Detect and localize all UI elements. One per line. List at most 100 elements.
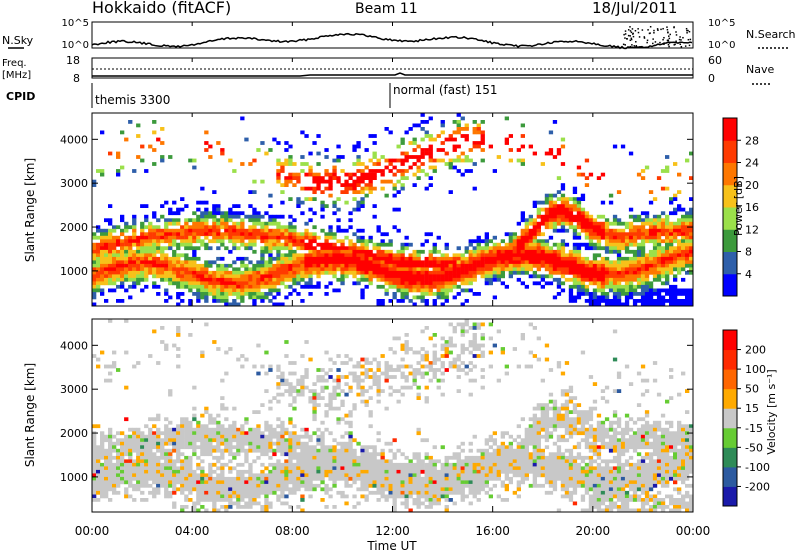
- power-cell: [412, 281, 417, 286]
- power-cell: [168, 207, 173, 212]
- power-cell: [604, 256, 610, 261]
- power-cell: [604, 225, 610, 230]
- power-cell: [308, 292, 313, 296]
- power-cell: [348, 267, 353, 272]
- power-cell: [456, 130, 461, 135]
- velocity-cell: [384, 371, 389, 376]
- power-cell: [404, 263, 409, 268]
- power-cell: [216, 232, 221, 237]
- velocity-cell: [416, 469, 421, 474]
- power-cell: [532, 151, 537, 156]
- velocity-cell: [328, 368, 333, 372]
- power-cell: [316, 176, 321, 180]
- power-cell: [436, 158, 441, 163]
- power-cell: [152, 228, 157, 233]
- velocity-cell: [188, 473, 193, 478]
- power-cell: [272, 137, 277, 142]
- velocity-cell: [348, 455, 353, 460]
- power-cell: [640, 284, 646, 289]
- power-cell: [260, 221, 265, 226]
- power-cell: [268, 246, 273, 251]
- noise-search-point: [684, 45, 687, 47]
- power-cell: [248, 190, 253, 194]
- power-cell: [396, 288, 401, 293]
- power-cell: [268, 249, 273, 254]
- power-cell: [260, 295, 265, 300]
- power-cell: [600, 295, 606, 300]
- power-cell: [260, 253, 265, 258]
- power-cell: [596, 260, 602, 265]
- velocity-cell: [176, 480, 181, 485]
- power-cell: [156, 260, 161, 265]
- power-cell: [584, 214, 590, 219]
- velocity-cell: [364, 448, 369, 453]
- power-cell: [188, 225, 193, 230]
- velocity-cell: [212, 501, 217, 506]
- power-cell: [584, 183, 590, 187]
- velocity-cell: [300, 476, 305, 481]
- power-cell: [548, 221, 554, 226]
- velocity-cell: [396, 469, 401, 474]
- power-cell: [592, 263, 598, 268]
- power-cell: [492, 260, 497, 265]
- power-cell: [681, 225, 686, 230]
- power-cell: [384, 270, 389, 275]
- power-cell: [648, 190, 654, 194]
- power-cell: [312, 260, 317, 265]
- velocity-cell: [192, 448, 197, 453]
- power-cell: [312, 172, 317, 177]
- power-cell: [685, 228, 690, 233]
- power-cell: [608, 267, 614, 272]
- velocity-cell: [200, 434, 205, 439]
- velocity-cell: [332, 445, 337, 450]
- power-cell: [356, 200, 361, 205]
- power-cell: [636, 274, 642, 279]
- power-cell: [628, 239, 634, 244]
- power-cell: [580, 274, 586, 279]
- power-cell: [681, 253, 686, 258]
- power-cell: [552, 204, 558, 208]
- power-cell: [360, 176, 365, 180]
- power-cell: [212, 207, 217, 212]
- velocity-cell: [248, 438, 253, 443]
- velocity-cell: [320, 438, 325, 443]
- velocity-cell: [248, 466, 253, 471]
- power-cell: [100, 270, 105, 275]
- velocity-cell: [92, 424, 97, 429]
- velocity-cell: [284, 476, 289, 481]
- power-cell: [152, 148, 157, 152]
- power-cell: [673, 288, 678, 293]
- velocity-cell: [300, 445, 305, 450]
- velocity-cell: [356, 466, 361, 471]
- power-cell: [184, 218, 189, 223]
- power-cell: [244, 281, 249, 286]
- velocity-cell: [256, 490, 261, 495]
- velocity-cell: [272, 476, 277, 481]
- power-cell: [308, 274, 313, 279]
- velocity-cell: [232, 483, 237, 488]
- velocity-cell: [364, 357, 369, 362]
- power-cell: [344, 183, 349, 187]
- power-cell: [488, 270, 493, 275]
- noise-search-point: [685, 27, 688, 30]
- power-cell: [132, 267, 137, 272]
- power-cell: [104, 260, 109, 265]
- velocity-cell: [264, 483, 269, 488]
- power-cell: [280, 183, 285, 187]
- power-cell: [312, 176, 317, 180]
- velocity-cell: [220, 438, 225, 443]
- velocity-cell: [108, 438, 113, 443]
- power-cell: [380, 172, 385, 177]
- power-cell: [120, 256, 125, 261]
- power-cell: [480, 141, 485, 145]
- power-cell: [188, 263, 193, 268]
- power-cell: [184, 274, 189, 279]
- power-cell: [572, 207, 578, 212]
- power-cell: [368, 158, 373, 163]
- velocity-cell: [172, 441, 177, 446]
- power-cell: [116, 225, 121, 230]
- power-cell: [292, 235, 297, 240]
- velocity-cell: [128, 480, 133, 485]
- power-cell: [673, 260, 678, 265]
- velocity-cell: [232, 466, 237, 471]
